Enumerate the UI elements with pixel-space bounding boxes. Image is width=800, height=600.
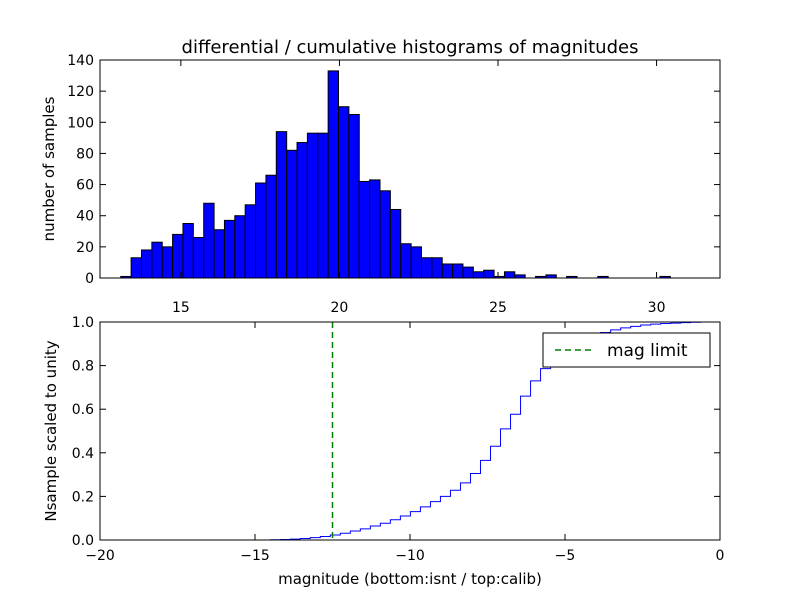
histogram-bar — [483, 269, 495, 279]
bottom-x-tick-label: −5 — [555, 548, 576, 564]
top-y-tick-label: 120 — [67, 84, 94, 100]
histogram-bar — [317, 132, 329, 279]
bottom-cumulative-plot: 0.0 0.2 0.4 0.6 0.8 1.0 −20 −15 −10 −5 0 mag limit — [72, 315, 725, 564]
bottom-x-tick-label: −15 — [240, 548, 270, 564]
top-x-tick-label: 15 — [172, 300, 190, 316]
top-y-tick-label: 40 — [76, 209, 94, 225]
histogram-bar — [182, 223, 194, 279]
histogram-bar — [410, 246, 422, 279]
top-histogram-plot: 0 20 40 60 80 100 120 140 15 20 25 30 — [67, 53, 721, 316]
bottom-x-axis-label: magnitude (bottom:isnt / top:calib) — [278, 570, 542, 588]
histogram-bar — [286, 149, 298, 279]
bottom-y-axis-label: Nsample scaled to unity — [42, 340, 60, 521]
figure-title: differential / cumulative histograms of … — [182, 37, 639, 58]
histogram-bar — [369, 179, 381, 279]
histogram-bar — [296, 142, 308, 279]
top-y-tick-label: 100 — [67, 115, 94, 131]
histogram-bar — [275, 131, 288, 279]
histogram-bar — [192, 237, 205, 279]
histogram-bar — [431, 257, 443, 279]
histogram-bar — [213, 229, 225, 279]
histogram-bar — [441, 263, 454, 279]
bottom-y-tick-label: 0.2 — [72, 489, 94, 505]
histogram-bar — [265, 174, 277, 279]
top-plot-frame — [99, 59, 721, 279]
top-y-tick-label: 20 — [76, 240, 94, 256]
histogram-bar — [472, 271, 485, 279]
top-y-tick-label: 80 — [76, 146, 94, 162]
top-x-tick-label: 30 — [648, 300, 666, 316]
histogram-bar — [244, 204, 257, 279]
top-y-tick-label: 0 — [85, 271, 94, 287]
histogram-bar — [223, 219, 236, 279]
histogram-bar — [358, 180, 371, 279]
top-y-tick-label: 60 — [76, 178, 94, 194]
bottom-y-tick-label: 1.0 — [72, 315, 94, 331]
legend-mag-limit-label: mag limit — [607, 341, 688, 361]
histogram-bar — [161, 246, 174, 279]
top-x-tick-label: 25 — [489, 300, 507, 316]
histogram-bar — [255, 182, 267, 279]
histogram-bar — [151, 241, 163, 279]
histogram-bar — [140, 249, 153, 279]
histogram-bar — [130, 257, 142, 279]
histogram-bar — [379, 190, 391, 279]
histogram-bar — [452, 263, 464, 279]
bottom-x-tick-label: −10 — [395, 548, 425, 564]
histogram-bar — [234, 215, 246, 279]
top-y-axis-label: number of samples — [40, 96, 58, 241]
histogram-bar — [348, 114, 360, 279]
bottom-x-tick-label: −20 — [85, 548, 115, 564]
histogram-bar — [306, 132, 319, 279]
bottom-y-tick-label: 0.6 — [72, 402, 94, 418]
histogram-bar — [503, 271, 516, 279]
histogram-bar — [462, 266, 474, 279]
histogram-bar — [327, 70, 340, 279]
histogram-bar — [420, 257, 433, 279]
bottom-y-tick-label: 0.4 — [72, 446, 94, 462]
histogram-bar — [203, 202, 215, 279]
bottom-x-tick-label: 0 — [716, 548, 725, 564]
histogram-bar — [389, 208, 402, 279]
bottom-y-tick-label: 0.0 — [72, 533, 94, 549]
histogram-bar — [400, 243, 412, 279]
top-y-tick-label: 140 — [67, 53, 94, 69]
histogram-bar — [338, 106, 350, 279]
histogram-bar — [172, 233, 184, 279]
bottom-y-tick-label: 0.8 — [72, 359, 94, 375]
top-x-tick-label: 20 — [331, 300, 349, 316]
